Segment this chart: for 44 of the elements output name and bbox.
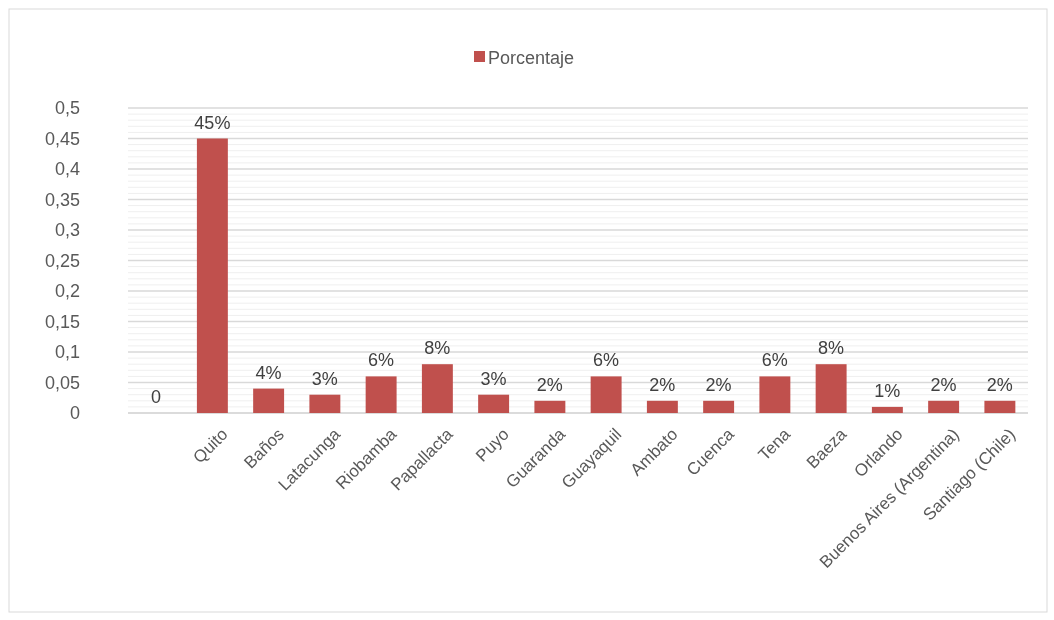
y-tick-label: 0,3: [54, 220, 80, 241]
bar: [815, 364, 847, 413]
bar: [759, 376, 791, 413]
bar: [309, 394, 341, 413]
data-label: 3%: [311, 368, 338, 389]
x-tick-label: Tena: [754, 424, 795, 465]
data-label: 1%: [874, 380, 901, 401]
data-label: 2%: [705, 374, 732, 395]
bar: [928, 400, 960, 413]
bar: [365, 376, 397, 413]
bar: [590, 376, 622, 413]
y-tick-label: 0,45: [44, 128, 80, 149]
data-label: 6%: [593, 350, 620, 371]
data-label: 4%: [255, 362, 282, 383]
y-tick-label: 0,05: [44, 372, 80, 393]
data-label: 2%: [536, 374, 563, 395]
y-tick-label: 0: [69, 403, 80, 424]
bar: [478, 394, 510, 413]
y-tick-label: 0,25: [44, 250, 80, 271]
y-tick-label: 0,2: [54, 281, 80, 302]
bar: [421, 364, 453, 413]
bar: [984, 400, 1016, 413]
y-tick-label: 0,5: [54, 98, 80, 119]
data-label: 3%: [480, 368, 507, 389]
data-label: 6%: [761, 350, 788, 371]
data-label: 2%: [986, 374, 1013, 395]
data-label: 2%: [930, 374, 957, 395]
data-label: 2%: [649, 374, 676, 395]
y-tick-label: 0,15: [44, 311, 80, 332]
data-label: 0: [151, 387, 162, 407]
bar: [534, 400, 566, 413]
legend-label: Porcentaje: [488, 48, 575, 69]
bar: [253, 388, 285, 413]
bar: [646, 400, 678, 413]
data-label: 6%: [368, 350, 395, 371]
bar: [871, 406, 903, 413]
y-tick-label: 0,4: [54, 159, 80, 180]
data-label: 8%: [818, 338, 845, 359]
y-tick-label: 0,1: [54, 342, 80, 363]
y-tick-label: 0,35: [44, 189, 80, 210]
data-label: 45%: [194, 112, 231, 133]
data-label: 8%: [424, 338, 451, 359]
bar: [703, 400, 735, 413]
bar: [196, 138, 228, 413]
